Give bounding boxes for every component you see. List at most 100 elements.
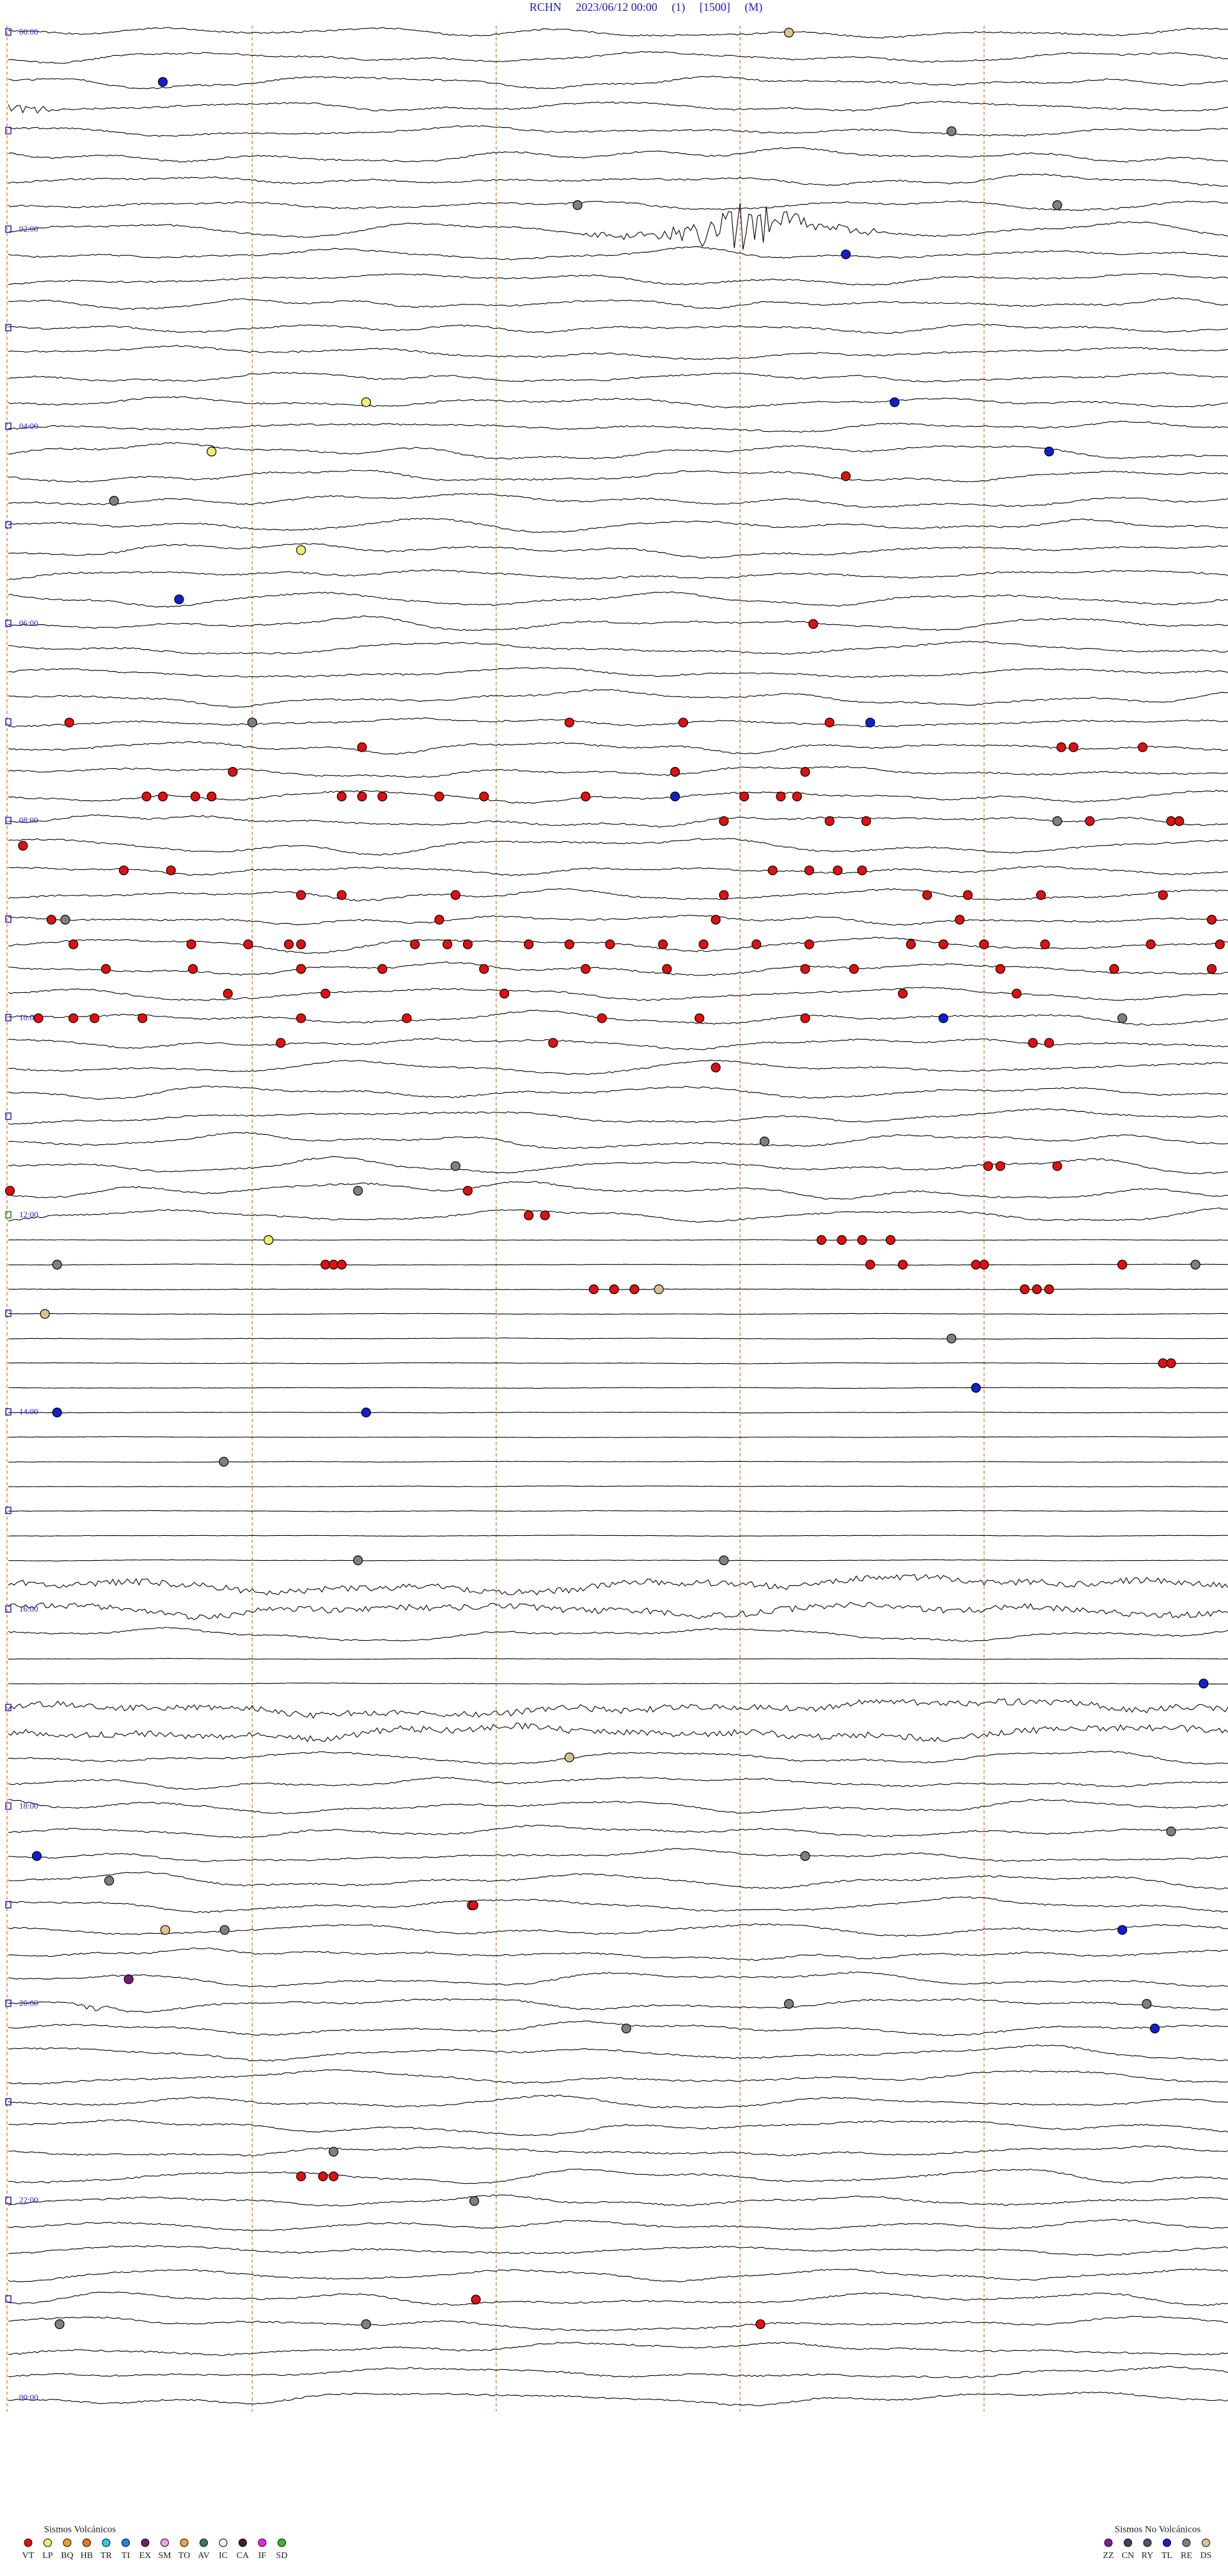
event-dot (1019, 1284, 1030, 1295)
legend-code: EX (139, 2551, 152, 2561)
trace (8, 1108, 1228, 1125)
hour-marker (5, 2295, 12, 2303)
hour-marker (5, 1506, 12, 1514)
event-dot (64, 717, 74, 728)
event-dot (219, 1457, 229, 1467)
event-dot (264, 1235, 274, 1245)
legend-swatch (1163, 2538, 1171, 2547)
event-dot (118, 865, 129, 876)
legend-code: SD (276, 2551, 288, 2561)
legend-swatch (122, 2538, 130, 2547)
event-dot (1032, 1284, 1042, 1295)
event-dot (833, 865, 843, 876)
event-dot (783, 1999, 794, 2009)
legend-swatch (1202, 2538, 1210, 2547)
trace (8, 640, 1228, 655)
event-dot (922, 890, 933, 900)
legend-code: HB (81, 2551, 93, 2561)
trace (8, 1602, 1228, 1620)
trace (8, 2069, 1228, 2085)
legend-swatch (258, 2538, 267, 2547)
trace (8, 2245, 1228, 2256)
event-dot (296, 964, 306, 974)
event-dot (1158, 1358, 1168, 1368)
trace (8, 372, 1228, 383)
hour-marker (5, 718, 12, 726)
event-dot (353, 1555, 363, 1565)
event-dot (1028, 1038, 1038, 1048)
event-dot (33, 1013, 43, 1023)
time-label: 02:00 (19, 224, 38, 233)
event-dot (800, 766, 810, 777)
hour-marker (5, 915, 12, 923)
hour-marker (5, 1999, 12, 2007)
event-dot (816, 1235, 826, 1245)
trace (8, 1485, 1228, 1488)
event-dot (296, 890, 306, 900)
event-dot (328, 2147, 339, 2157)
trace (8, 469, 1228, 483)
event-dot (1174, 816, 1185, 826)
trace (8, 1313, 1228, 1315)
event-dot (60, 915, 70, 925)
trace (8, 246, 1228, 260)
trace (8, 273, 1228, 286)
event-dot (499, 988, 510, 999)
hour-marker (5, 127, 12, 134)
hour-marker (5, 28, 12, 36)
trace (8, 1722, 1228, 1742)
trace (8, 1059, 1228, 1075)
event-dot (897, 1260, 908, 1270)
event-dot (670, 766, 681, 777)
trace (8, 1971, 1228, 1987)
event-dot (1011, 988, 1022, 999)
event-dot (247, 717, 257, 728)
event-dot (46, 915, 56, 925)
trace (8, 1387, 1228, 1389)
legend-swatch (1124, 2538, 1132, 2547)
time-label: 16:00 (19, 1604, 38, 1613)
trace (8, 1510, 1228, 1512)
trace (8, 27, 1228, 39)
event-dot (450, 890, 460, 900)
hour-marker (5, 1211, 12, 1219)
event-dot (320, 1260, 331, 1270)
trace (8, 1559, 1228, 1561)
event-dot (174, 594, 184, 604)
event-dot (68, 939, 79, 949)
legend-code: BQ (61, 2551, 73, 2561)
event-dot (954, 915, 965, 925)
event-dot (1149, 2023, 1160, 2034)
event-dot (861, 816, 871, 826)
event-dot (1206, 964, 1217, 974)
event-dot (581, 791, 591, 802)
event-dot (284, 939, 294, 949)
event-dot (588, 1284, 599, 1295)
hour-marker (5, 1309, 12, 1317)
event-dot (228, 766, 238, 777)
event-dot (524, 939, 534, 949)
legend-code: VT (22, 2551, 35, 2561)
event-dot (186, 939, 196, 949)
hour-marker (5, 1408, 12, 1416)
legend-code: DS (1200, 2551, 1212, 2561)
trace (8, 200, 1228, 211)
trace (8, 1627, 1228, 1642)
trace (8, 888, 1228, 901)
event-dot (1199, 1679, 1209, 1689)
trace (8, 1923, 1228, 1937)
event-dot (207, 791, 217, 802)
legend-swatch (102, 2538, 111, 2547)
trace (8, 75, 1228, 90)
event-dot (1044, 1284, 1054, 1295)
event-dot (328, 1260, 339, 1270)
event-dot (361, 397, 371, 407)
event-dot (947, 1333, 957, 1344)
trace (8, 125, 1228, 137)
trace (8, 1799, 1228, 1815)
trace (8, 2044, 1228, 2062)
event-dot (377, 791, 388, 802)
legend-swatch (219, 2538, 228, 2547)
hour-marker (5, 422, 12, 431)
time-label: 14:00 (19, 1407, 38, 1416)
